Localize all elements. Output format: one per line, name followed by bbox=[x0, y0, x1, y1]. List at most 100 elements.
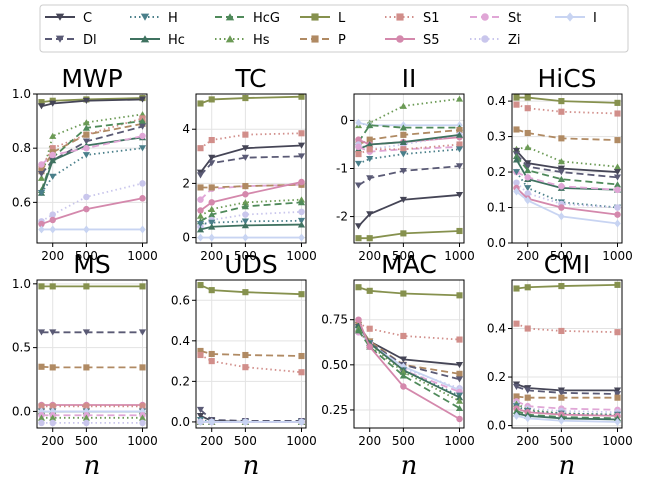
data-point bbox=[83, 407, 90, 416]
legend-label: H bbox=[168, 11, 178, 26]
series-line bbox=[516, 402, 618, 414]
y-tick-label: 0.2 bbox=[487, 165, 506, 179]
legend-marker bbox=[55, 35, 65, 43]
data-point bbox=[455, 361, 464, 369]
data-point bbox=[400, 131, 407, 138]
series-line bbox=[200, 350, 302, 357]
data-point bbox=[241, 218, 249, 225]
data-point bbox=[614, 110, 621, 117]
data-point bbox=[355, 151, 362, 158]
data-point bbox=[49, 329, 57, 336]
axes-frame bbox=[511, 93, 623, 244]
data-point bbox=[354, 321, 363, 329]
data-point bbox=[139, 419, 146, 427]
data-point bbox=[242, 233, 249, 242]
data-point bbox=[513, 285, 520, 292]
data-point bbox=[513, 126, 520, 133]
data-point bbox=[298, 178, 305, 186]
series-line bbox=[515, 150, 618, 173]
series-line bbox=[358, 133, 460, 151]
series-hs bbox=[512, 143, 622, 170]
series-st bbox=[38, 132, 146, 168]
series-line bbox=[199, 181, 302, 212]
series-line bbox=[41, 365, 143, 369]
data-point bbox=[558, 327, 565, 335]
series-line bbox=[40, 136, 143, 194]
series-line bbox=[516, 322, 618, 334]
data-point bbox=[197, 184, 204, 191]
data-point bbox=[297, 199, 306, 206]
series-hs bbox=[37, 414, 147, 421]
series-dl bbox=[512, 151, 622, 181]
data-point bbox=[613, 391, 622, 398]
legend-label: HcG bbox=[253, 11, 280, 26]
data-point bbox=[524, 94, 531, 101]
legend-marker bbox=[140, 13, 150, 21]
data-point bbox=[208, 223, 216, 230]
data-point bbox=[196, 406, 205, 413]
data-point bbox=[37, 190, 46, 197]
data-point bbox=[49, 157, 57, 164]
data-point bbox=[208, 96, 215, 103]
y-tick-label: 0.75 bbox=[321, 313, 348, 327]
data-point bbox=[49, 364, 56, 371]
data-point bbox=[513, 101, 520, 108]
series-st bbox=[38, 412, 146, 419]
data-point bbox=[208, 350, 215, 358]
x-tick-label: 500 bbox=[550, 434, 573, 448]
data-point bbox=[400, 332, 407, 340]
x-tick-label: 200 bbox=[516, 434, 539, 448]
x-tick-label: 1000 bbox=[127, 249, 158, 263]
legend-entry-dl: Dl bbox=[45, 33, 97, 48]
data-point bbox=[512, 152, 521, 159]
data-point bbox=[242, 351, 249, 359]
data-point bbox=[82, 414, 90, 421]
legend-entry-s1: S1 bbox=[385, 11, 440, 26]
data-point bbox=[366, 146, 373, 153]
panel-mwp: MWP 0.6 0.8 1.0 200 500 1000 bbox=[12, 64, 158, 263]
data-point bbox=[139, 403, 146, 410]
data-point bbox=[241, 222, 249, 229]
panel-title: II bbox=[402, 64, 417, 93]
data-point bbox=[366, 287, 373, 294]
data-point bbox=[558, 394, 565, 401]
chart-legend: C Dl H Hc HcG Hs LP S1 S5 St Zi I bbox=[39, 4, 629, 53]
data-point bbox=[524, 105, 531, 112]
data-point bbox=[242, 211, 249, 218]
data-point bbox=[38, 220, 45, 228]
legend-frame bbox=[39, 4, 629, 53]
data-point bbox=[49, 407, 56, 416]
data-point bbox=[355, 316, 362, 323]
data-point bbox=[139, 195, 146, 202]
data-point bbox=[455, 394, 464, 401]
series-h bbox=[196, 217, 306, 228]
panel-tc: TC 0 2 4 200 500 1000 bbox=[182, 64, 316, 263]
data-point bbox=[82, 119, 90, 126]
legend-marker bbox=[311, 35, 319, 43]
data-point bbox=[37, 174, 46, 181]
series-l bbox=[197, 282, 305, 298]
axes-frame bbox=[353, 93, 465, 244]
x-tick-label: 200 bbox=[358, 434, 381, 448]
data-point bbox=[83, 131, 90, 138]
series-line bbox=[358, 97, 460, 127]
legend-entry-hcg: HcG bbox=[215, 11, 280, 26]
series-i bbox=[197, 417, 305, 426]
axes-frame bbox=[195, 279, 307, 429]
data-point bbox=[196, 226, 205, 233]
legend-marker bbox=[55, 13, 65, 21]
data-point bbox=[456, 141, 463, 148]
data-point bbox=[49, 173, 57, 180]
data-point bbox=[242, 364, 249, 371]
series-p bbox=[513, 126, 621, 144]
data-point bbox=[614, 211, 621, 218]
data-point bbox=[242, 95, 249, 102]
data-point bbox=[49, 145, 56, 152]
series-line bbox=[40, 135, 143, 166]
x-tick-label: 1000 bbox=[286, 434, 317, 448]
y-tick-label: 0.2 bbox=[171, 374, 190, 388]
data-point bbox=[297, 217, 306, 225]
legend-marker bbox=[311, 13, 319, 21]
y-tick-label: 0.1 bbox=[487, 201, 506, 215]
data-point bbox=[242, 417, 249, 426]
